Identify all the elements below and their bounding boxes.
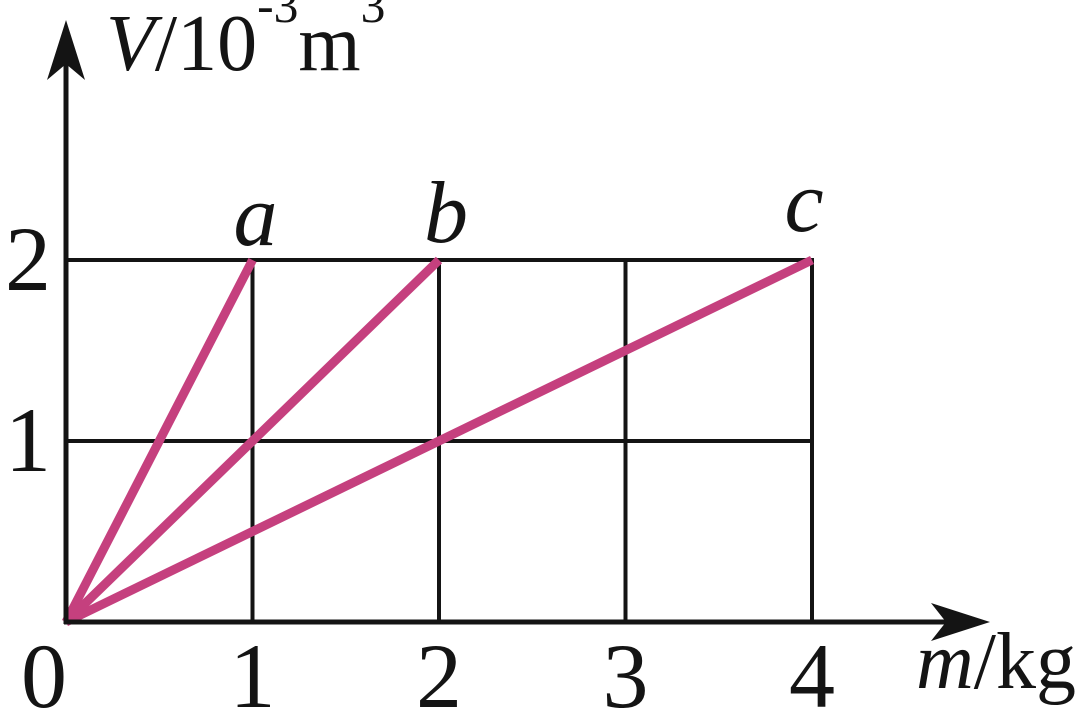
x-tick-label-4: 4 [789,625,835,722]
y-axis-exponent: -3 [257,0,299,33]
series-label-a: a [234,168,278,265]
series-line-b [62,256,443,626]
x-axis-arrow-icon [931,603,990,641]
series-label-c: c [784,154,823,251]
x-axis-variable: m [916,618,974,706]
y-axis-variable: V [106,0,155,88]
x-tick-label-0: 0 [21,625,67,722]
y-tick-label-1: 1 [5,389,51,491]
y-axis-label: V/10-3m3 [106,0,385,84]
y-axis-unit: m [298,0,361,88]
y-axis-arrow-icon [47,20,85,80]
y-axis-base: 10 [177,0,258,88]
y-axis-unit-exponent: 3 [360,0,386,33]
x-tick-label-1: 1 [230,625,276,722]
x-tick-label-2: 2 [416,625,462,722]
series-line-a [61,257,257,625]
x-axis-label: m/kg [916,622,1076,702]
y-axis-divider: / [154,0,178,88]
x-axis-divider: / [973,618,997,706]
y-tick-label-2: 2 [5,208,51,310]
x-axis-unit: kg [996,618,1077,706]
series-line-c [64,255,814,627]
x-tick-label-3: 3 [603,625,649,722]
series-label-b: b [424,165,468,262]
